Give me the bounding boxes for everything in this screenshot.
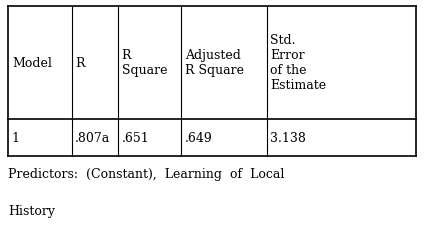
Text: 1: 1 bbox=[12, 131, 20, 144]
Text: Adjusted
R Square: Adjusted R Square bbox=[185, 49, 244, 77]
Text: Model: Model bbox=[12, 56, 52, 70]
Text: R
Square: R Square bbox=[122, 49, 167, 77]
Text: Std.
Error
of the
Estimate: Std. Error of the Estimate bbox=[271, 34, 326, 92]
Text: 3.138: 3.138 bbox=[271, 131, 306, 144]
Text: History: History bbox=[8, 204, 56, 217]
Text: .807a: .807a bbox=[75, 131, 110, 144]
Text: Predictors:  (Constant),  Learning  of  Local: Predictors: (Constant), Learning of Loca… bbox=[8, 168, 285, 181]
Text: .651: .651 bbox=[122, 131, 150, 144]
Text: .649: .649 bbox=[185, 131, 212, 144]
Text: R: R bbox=[75, 56, 84, 70]
